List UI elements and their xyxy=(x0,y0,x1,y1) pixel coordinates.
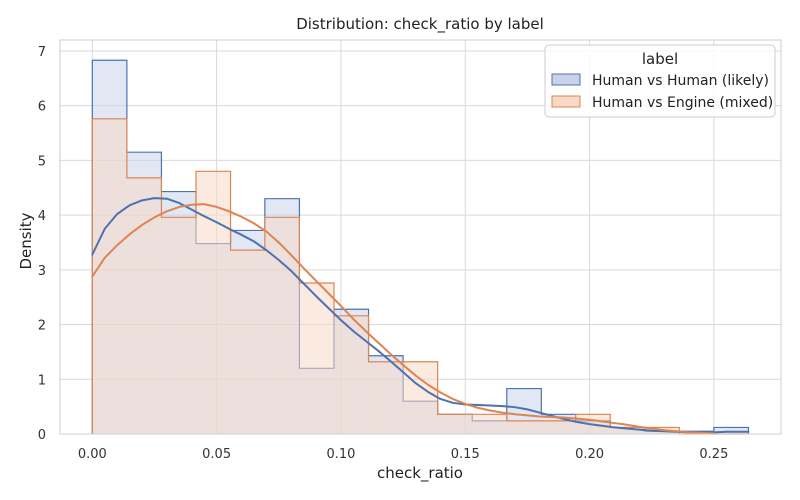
tick-label-layer: 0.00 0.05 0.10 0.15 0.20 0.25 0 1 2 3 4 5 6 7 xyxy=(38,45,729,462)
histogram-step-outline xyxy=(91,118,749,435)
y-tick-label: 3 xyxy=(38,264,46,279)
histogram-layer xyxy=(91,59,750,435)
y-tick-label: 6 xyxy=(38,100,46,115)
y-tick-label: 2 xyxy=(38,319,46,334)
legend-label-human-vs-engine: Human vs Engine (mixed) xyxy=(592,95,773,111)
legend-swatch-human-vs-human xyxy=(551,73,581,86)
histogram-bar xyxy=(437,414,473,434)
histogram-bar xyxy=(541,420,576,434)
y-tick-label: 0 xyxy=(38,428,46,443)
x-tick-label: 0.00 xyxy=(78,447,107,462)
legend: label Human vs Human (likely) Human vs E… xyxy=(544,44,776,118)
legend-box xyxy=(544,44,776,118)
x-tick-label: 0.15 xyxy=(451,447,480,462)
y-tick-label: 5 xyxy=(38,154,46,169)
histogram-bar xyxy=(264,217,300,434)
histogram-bar xyxy=(333,315,369,434)
histogram-bar xyxy=(299,282,334,434)
plot-frame xyxy=(59,39,782,435)
histogram-bar xyxy=(713,427,749,434)
histogram-bar xyxy=(610,427,645,434)
y-axis-label: Density xyxy=(17,212,35,269)
kde-layer xyxy=(91,197,750,435)
x-tick-label: 0.05 xyxy=(202,447,231,462)
histogram-bar xyxy=(368,361,404,434)
x-axis-label: check_ratio xyxy=(377,464,463,483)
legend-label-human-vs-human: Human vs Human (likely) xyxy=(592,73,769,89)
y-tick-label: 1 xyxy=(38,373,46,388)
histogram-bar xyxy=(126,177,162,434)
histogram-bar xyxy=(92,118,127,435)
histogram-bar xyxy=(472,414,507,434)
histogram-bar xyxy=(506,420,542,434)
x-tick-label: 0.20 xyxy=(575,447,604,462)
chart-title: Distribution: check_ratio by label xyxy=(296,15,544,34)
x-tick-label: 0.10 xyxy=(326,447,355,462)
legend-swatch-human-vs-engine xyxy=(551,95,581,108)
histogram-bar xyxy=(230,250,265,434)
kde-curve-series-0 xyxy=(91,197,750,434)
kde-curve-series-1 xyxy=(91,203,715,435)
histogram-bar xyxy=(403,361,438,434)
histogram-bar xyxy=(161,217,196,434)
y-tick-label: 7 xyxy=(38,45,46,60)
x-tick-label: 0.25 xyxy=(699,447,728,462)
y-tick-label: 4 xyxy=(38,209,46,224)
legend-title: label xyxy=(642,50,678,68)
